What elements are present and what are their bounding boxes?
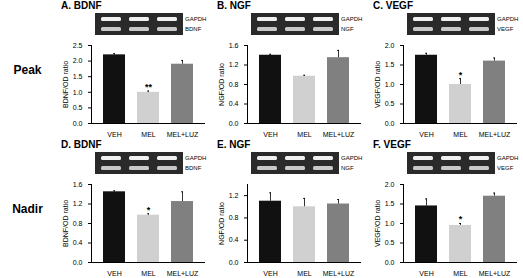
svg-text:VEGF/OD ratio: VEGF/OD ratio [374,61,381,108]
svg-text:1.6: 1.6 [73,181,83,188]
svg-text:0.0: 0.0 [229,120,239,127]
svg-text:2.5: 2.5 [73,42,83,49]
svg-text:VEH: VEH [107,270,121,276]
svg-text:1.2: 1.2 [73,200,83,207]
svg-text:1.2: 1.2 [229,61,239,68]
svg-text:MEL+LUZ: MEL+LUZ [167,131,199,137]
svg-text:0.0: 0.0 [229,259,239,266]
svg-text:1.5: 1.5 [385,200,395,207]
svg-text:*: * [147,205,151,215]
svg-text:**: ** [145,82,153,92]
svg-text:0.0: 0.0 [385,120,395,127]
svg-text:0.5: 0.5 [385,239,395,246]
svg-text:BDNF: BDNF [185,165,202,171]
svg-text:VEGF: VEGF [497,26,514,32]
svg-text:0.8: 0.8 [229,214,239,221]
svg-text:0.0: 0.0 [385,259,395,266]
html-text:B. NGF: B. NGF [217,0,251,11]
svg-text:0.8: 0.8 [229,81,239,88]
svg-text:MEL: MEL [297,131,312,137]
svg-text:1.0: 1.0 [385,81,395,88]
svg-text:NGF: NGF [341,165,354,171]
svg-text:MEL: MEL [141,131,156,137]
html-text:Peak: Peak [13,62,42,77]
svg-text:2.0: 2.0 [385,181,395,188]
svg-text:0.8: 0.8 [73,220,83,227]
svg-text:1.0: 1.0 [73,89,83,96]
svg-text:NGF: NGF [341,26,354,32]
svg-text:NGF/OD ratio: NGF/OD ratio [218,202,225,245]
svg-text:0.5: 0.5 [73,104,83,111]
svg-text:1.5: 1.5 [385,61,395,68]
svg-text:0.5: 0.5 [385,100,395,107]
svg-text:GAPDH: GAPDH [185,16,206,22]
svg-text:0.0: 0.0 [73,259,83,266]
svg-text:MEL+LUZ: MEL+LUZ [167,270,199,276]
svg-text:GAPDH: GAPDH [185,155,206,161]
svg-text:*: * [459,70,463,80]
svg-text:0.4: 0.4 [73,239,83,246]
svg-text:VEGF: VEGF [497,165,514,171]
svg-text:BDNF/OD ratio: BDNF/OD ratio [62,200,69,247]
svg-text:GAPDH: GAPDH [341,16,362,22]
html-text:C. VEGF: C. VEGF [373,0,413,11]
svg-text:GAPDH: GAPDH [497,16,518,22]
html-text:F. VEGF: F. VEGF [373,139,411,150]
svg-text:1.0: 1.0 [385,220,395,227]
html-text:A. BDNF: A. BDNF [61,0,102,11]
svg-text:NGF/OD ratio: NGF/OD ratio [218,63,225,106]
svg-text:GAPDH: GAPDH [497,155,518,161]
svg-text:2.0: 2.0 [385,42,395,49]
html-text:D. BDNF: D. BDNF [61,139,102,150]
svg-text:GAPDH: GAPDH [341,155,362,161]
svg-text:VEH: VEH [419,270,433,276]
svg-text:VEH: VEH [107,131,121,137]
html-text:Nadir: Nadir [12,201,43,216]
svg-text:0.0: 0.0 [73,120,83,127]
svg-text:MEL+LUZ: MEL+LUZ [479,270,511,276]
svg-text:MEL+LUZ: MEL+LUZ [323,131,355,137]
svg-text:BDNF/OD ratio: BDNF/OD ratio [62,61,69,108]
svg-text:MEL+LUZ: MEL+LUZ [479,131,511,137]
svg-text:*: * [459,214,463,224]
svg-text:VEH: VEH [263,131,277,137]
svg-text:MEL: MEL [453,270,468,276]
svg-text:0.4: 0.4 [229,236,239,243]
svg-text:MEL: MEL [141,270,156,276]
svg-text:MEL+LUZ: MEL+LUZ [323,270,355,276]
svg-text:0.4: 0.4 [229,100,239,107]
svg-text:BDNF: BDNF [185,26,202,32]
svg-text:1.5: 1.5 [73,73,83,80]
svg-text:VEGF/OD ratio: VEGF/OD ratio [374,200,381,247]
svg-text:MEL: MEL [297,270,312,276]
svg-text:VEH: VEH [263,270,277,276]
html-text:E. NGF: E. NGF [217,139,251,150]
svg-text:VEH: VEH [419,131,433,137]
svg-text:1.2: 1.2 [229,192,239,199]
svg-text:2.0: 2.0 [73,57,83,64]
svg-text:MEL: MEL [453,131,468,137]
svg-text:1.6: 1.6 [229,42,239,49]
